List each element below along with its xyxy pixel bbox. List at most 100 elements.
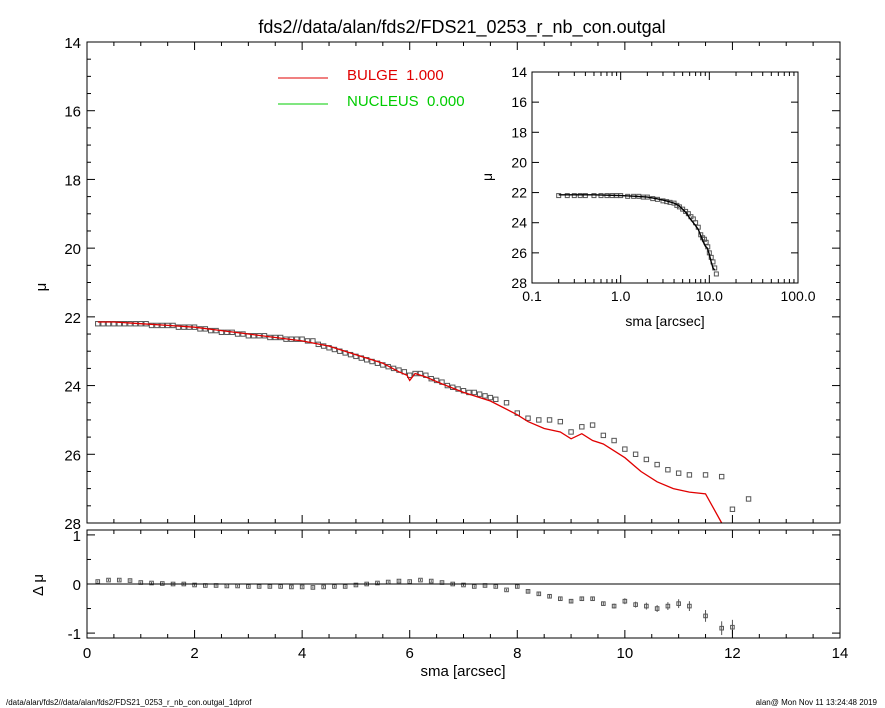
inset-data-point bbox=[556, 193, 562, 199]
residual-point bbox=[278, 584, 283, 589]
residual-point bbox=[514, 584, 520, 589]
data-point bbox=[702, 472, 709, 478]
residual-point bbox=[310, 585, 316, 590]
main-y-axis-label: μ bbox=[33, 283, 50, 292]
data-point bbox=[476, 391, 483, 397]
inset-y-tick-label: 24 bbox=[511, 215, 527, 231]
residual-point bbox=[461, 582, 466, 588]
inset-data-point bbox=[577, 193, 583, 199]
residual-point bbox=[622, 598, 628, 604]
main-y-tick-label: 20 bbox=[64, 241, 81, 258]
data-point bbox=[95, 321, 101, 327]
inset-data-point bbox=[582, 193, 588, 199]
data-point bbox=[568, 429, 574, 435]
data-point bbox=[148, 322, 155, 329]
main-y-tick-label: 22 bbox=[64, 310, 81, 327]
residual-point bbox=[428, 578, 434, 584]
residual-point bbox=[525, 589, 531, 594]
residual-y-tick-label: 0 bbox=[73, 577, 81, 594]
data-point bbox=[525, 415, 531, 421]
residual-point bbox=[267, 584, 273, 589]
main-y-tick-label: 16 bbox=[64, 104, 81, 121]
data-point bbox=[546, 417, 553, 423]
residual-point bbox=[332, 584, 337, 589]
residual-point bbox=[375, 580, 380, 586]
residual-point bbox=[493, 584, 499, 589]
residual-point bbox=[289, 584, 294, 590]
x-tick-label: 0 bbox=[83, 645, 91, 662]
residual-y-tick-label: 1 bbox=[73, 528, 81, 545]
data-point bbox=[643, 456, 650, 463]
residual-point bbox=[676, 601, 681, 606]
residual-point bbox=[703, 613, 708, 619]
residual-point bbox=[654, 606, 660, 611]
x-axis-label: sma [arcsec] bbox=[420, 663, 505, 680]
residual-point bbox=[644, 603, 649, 609]
inset-plot-frame bbox=[531, 71, 799, 284]
residual-point bbox=[611, 603, 617, 609]
inset-data-point bbox=[591, 193, 597, 199]
residual-point bbox=[558, 596, 563, 602]
data-point bbox=[622, 446, 628, 452]
data-point bbox=[251, 333, 257, 339]
data-point bbox=[197, 326, 203, 332]
residual-point bbox=[95, 579, 101, 584]
residual-point bbox=[116, 577, 122, 583]
residual-point bbox=[665, 603, 671, 609]
residual-y-axis-label: Δ μ bbox=[30, 574, 47, 596]
bulge-line bbox=[97, 321, 723, 524]
inset-y-tick-label: 26 bbox=[511, 245, 527, 261]
inset-x-tick-label: 10.0 bbox=[696, 288, 723, 304]
residual-point bbox=[687, 603, 692, 609]
inset-panel: 0.1 1.0 10.0 100.0 14 16 18 20 22 24 26 28 μ sma [a… bbox=[479, 64, 816, 329]
residual-point bbox=[342, 584, 348, 589]
inset-x-tick-label: 1.0 bbox=[611, 288, 631, 304]
data-point bbox=[482, 393, 488, 399]
inset-y-tick-label: 18 bbox=[511, 124, 527, 140]
data-point bbox=[234, 331, 241, 337]
main-y-tick-label: 26 bbox=[64, 447, 81, 464]
x-tick-label: 6 bbox=[406, 645, 414, 662]
inset-fit-line bbox=[558, 194, 716, 271]
data-point bbox=[557, 418, 564, 425]
residual-point bbox=[568, 598, 574, 604]
x-tick-label: 8 bbox=[513, 645, 521, 662]
inset-data-point bbox=[564, 193, 570, 199]
footer-timestamp: alan@ Mon Nov 11 13:24:48 2019 bbox=[755, 698, 877, 707]
data-point bbox=[675, 470, 682, 476]
data-point bbox=[121, 321, 128, 327]
residual-point bbox=[547, 593, 552, 599]
data-point bbox=[589, 422, 596, 428]
x-tick-label: 14 bbox=[832, 645, 849, 662]
data-point bbox=[579, 424, 585, 430]
residual-y-tick-label: -1 bbox=[68, 626, 81, 643]
residual-point bbox=[407, 579, 413, 584]
inset-y-tick-label: 20 bbox=[511, 154, 527, 170]
residual-point bbox=[353, 582, 359, 588]
inset-x-tick-label: 0.1 bbox=[522, 288, 542, 304]
chart-title: fds2//data/alan/fds2/FDS21_0253_r_nb_con… bbox=[258, 17, 665, 38]
data-point bbox=[718, 473, 725, 480]
data-point bbox=[729, 506, 736, 512]
residual-point bbox=[149, 580, 154, 586]
inset-background bbox=[532, 72, 798, 283]
residual-point bbox=[246, 584, 251, 589]
residual-point bbox=[321, 584, 326, 590]
data-point bbox=[536, 417, 542, 423]
inset-y-axis-label: μ bbox=[479, 173, 495, 181]
residual-point bbox=[471, 584, 477, 589]
inset-data-point bbox=[713, 271, 719, 277]
data-point bbox=[208, 327, 214, 334]
x-tick-label: 12 bbox=[724, 645, 741, 662]
residual-panel: 0 2 4 6 8 10 12 14-101 Δ μ sma [arcsec] bbox=[30, 528, 848, 680]
data-point bbox=[611, 437, 617, 444]
data-point bbox=[632, 451, 639, 457]
legend-nucleus-label: NUCLEUS 0.000 bbox=[347, 93, 465, 110]
residual-point bbox=[192, 582, 197, 588]
residual-point bbox=[730, 624, 735, 630]
data-point bbox=[175, 324, 182, 330]
residual-point bbox=[106, 577, 111, 583]
data-point bbox=[294, 336, 300, 342]
data-point bbox=[745, 496, 752, 502]
residual-point bbox=[299, 584, 305, 590]
